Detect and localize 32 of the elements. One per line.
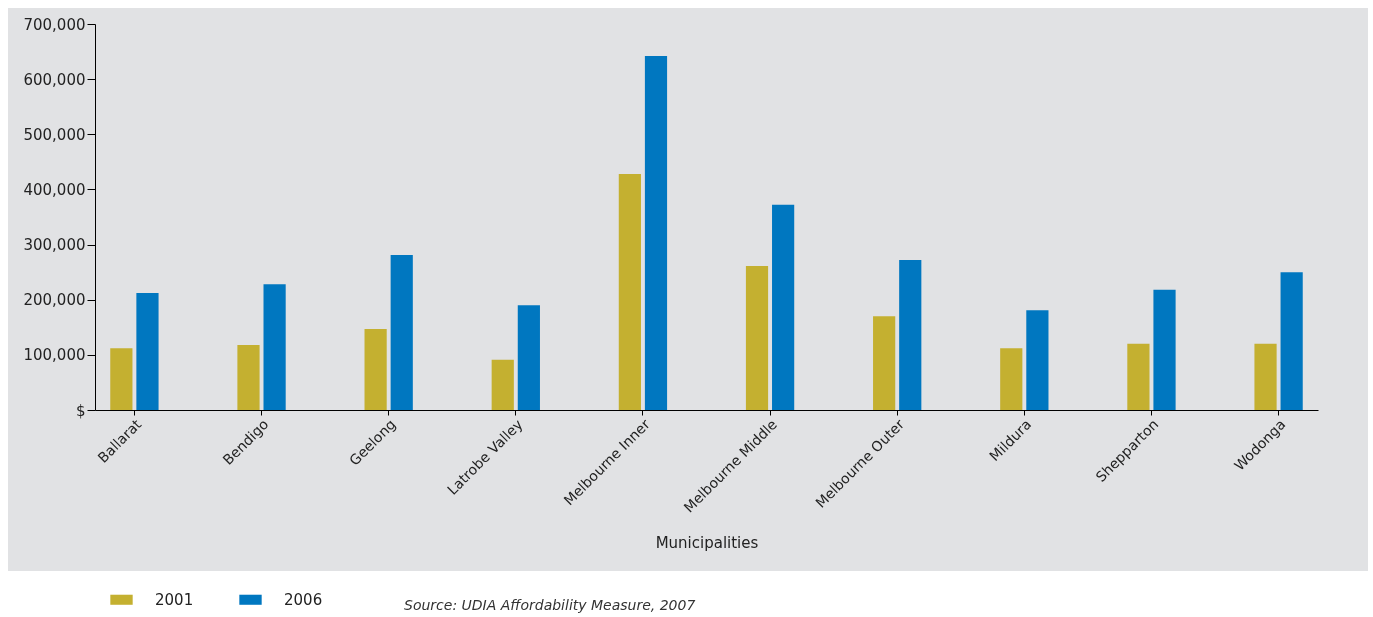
y-tick-label: $ (75, 401, 86, 420)
bar (1153, 289, 1176, 410)
bar (1254, 343, 1277, 410)
legend-label: 2001 (155, 590, 194, 609)
bar (899, 260, 922, 410)
x-axis-title: Municipalities (655, 533, 759, 552)
bar (390, 255, 413, 410)
bar (618, 173, 641, 410)
bar (491, 359, 514, 410)
bar (772, 204, 795, 410)
source-note: Source: UDIA Affordability Measure, 2007 (404, 597, 696, 613)
bar (110, 348, 133, 410)
y-tick-label: 300,000 (23, 236, 86, 255)
y-tick-label: 700,000 (23, 15, 86, 34)
bar (1000, 348, 1023, 410)
bar (745, 266, 769, 410)
y-tick-label: 200,000 (23, 291, 86, 310)
bar (1026, 310, 1049, 410)
legend-label: 2006 (284, 590, 323, 609)
bar (136, 293, 159, 410)
bar (644, 55, 668, 410)
y-tick-label: 600,000 (23, 70, 86, 89)
y-tick-label: 400,000 (23, 180, 86, 199)
bar (364, 328, 387, 410)
bar (1280, 272, 1303, 410)
bar (873, 316, 896, 410)
bar (517, 305, 540, 410)
bar (1127, 343, 1150, 410)
y-tick-label: 500,000 (23, 125, 86, 144)
bar (263, 284, 286, 410)
y-tick-label: 100,000 (23, 346, 86, 365)
bar (237, 344, 260, 410)
